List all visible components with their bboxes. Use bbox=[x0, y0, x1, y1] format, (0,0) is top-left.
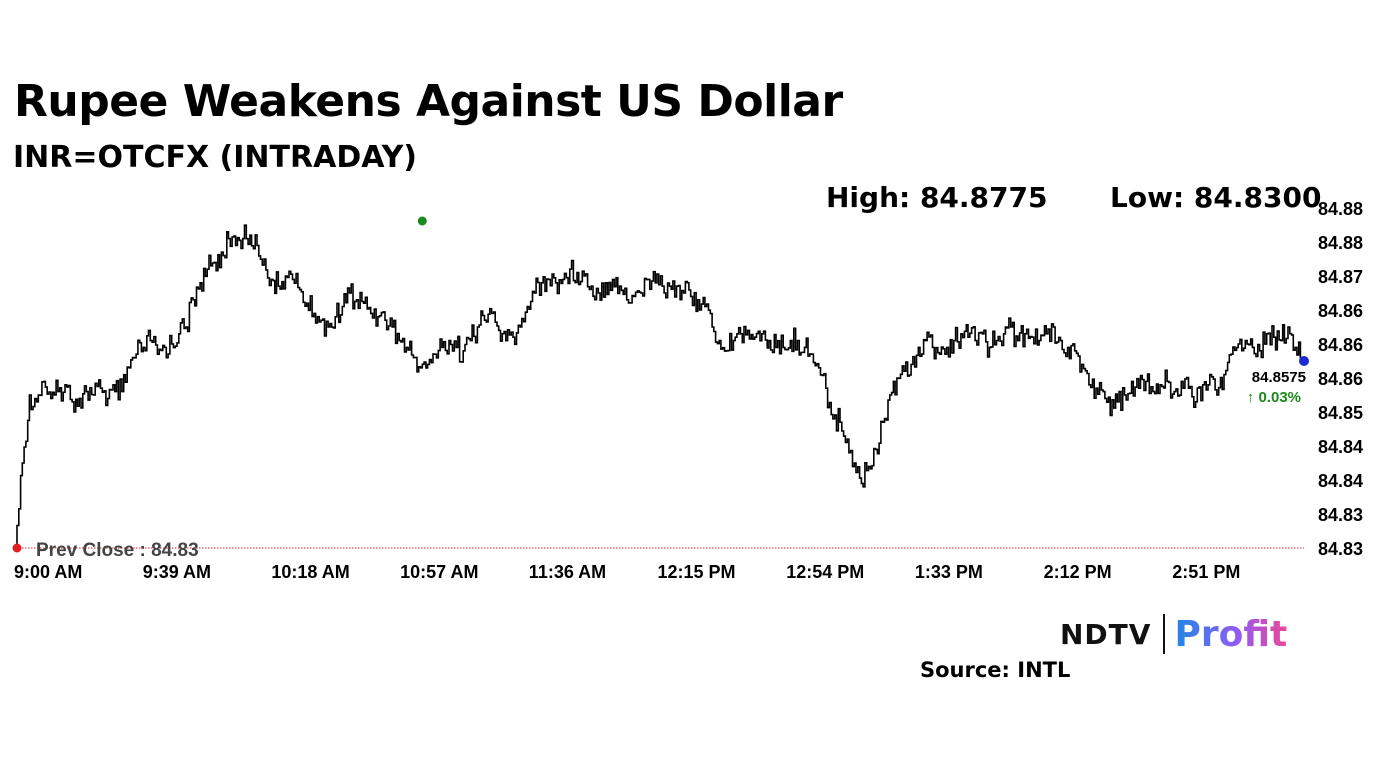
y-tick-label: 84.87 bbox=[1318, 267, 1363, 287]
prev-close-label: Prev Close : 84.83 bbox=[36, 540, 199, 561]
price-line bbox=[16, 224, 1304, 548]
high-value-label: High: 84.8775 bbox=[826, 181, 1048, 214]
x-tick-label: 9:39 AM bbox=[143, 562, 211, 582]
open-marker bbox=[12, 543, 22, 553]
y-tick-label: 84.88 bbox=[1318, 233, 1363, 253]
last-value-label: 84.8575 bbox=[1252, 369, 1306, 386]
x-tick-label: 12:54 PM bbox=[786, 562, 864, 582]
y-tick-label: 84.88 bbox=[1318, 199, 1363, 219]
chart-label-layer: Prev Close : 84.83 84.83 84.83 84.84 84.84 84… bbox=[14, 199, 1363, 582]
chart-subtitle: INR=OTCFX (INTRADAY) bbox=[13, 140, 418, 175]
y-tick-label: 84.85 bbox=[1318, 403, 1363, 423]
brand-ndtv: NDTV bbox=[1060, 617, 1152, 651]
source-label: Source: INTL bbox=[920, 658, 1071, 682]
x-tick-label: 11:36 AM bbox=[529, 562, 606, 582]
brand-logo: NDTV Profit bbox=[1060, 612, 1287, 656]
brand-profit: Profit bbox=[1174, 613, 1288, 655]
y-tick-label: 84.83 bbox=[1318, 505, 1363, 525]
brand-separator bbox=[1163, 614, 1166, 654]
chart-title: Rupee Weakens Against US Dollar bbox=[14, 76, 843, 127]
chart-line-layer bbox=[16, 224, 1304, 548]
x-tick-label: 12:15 PM bbox=[658, 562, 736, 582]
last-marker bbox=[1299, 356, 1309, 366]
x-tick-label: 10:18 AM bbox=[271, 562, 349, 582]
y-tick-label: 84.86 bbox=[1318, 335, 1363, 355]
high-marker bbox=[417, 216, 427, 226]
x-tick-label: 2:51 PM bbox=[1172, 562, 1240, 582]
y-tick-label: 84.86 bbox=[1318, 369, 1363, 389]
y-tick-label: 84.86 bbox=[1318, 301, 1363, 321]
last-change-label: ↑ 0.03% bbox=[1247, 389, 1301, 406]
y-tick-label: 84.83 bbox=[1318, 539, 1363, 559]
x-tick-label: 10:57 AM bbox=[400, 562, 478, 582]
x-tick-label: 9:00 AM bbox=[14, 562, 82, 582]
x-tick-label: 2:12 PM bbox=[1044, 562, 1112, 582]
y-tick-label: 84.84 bbox=[1318, 471, 1363, 491]
x-tick-label: 1:33 PM bbox=[915, 562, 983, 582]
chart-marker-layer bbox=[12, 216, 1309, 553]
low-value-label: Low: 84.8300 bbox=[1110, 181, 1322, 214]
y-tick-label: 84.84 bbox=[1318, 437, 1363, 457]
